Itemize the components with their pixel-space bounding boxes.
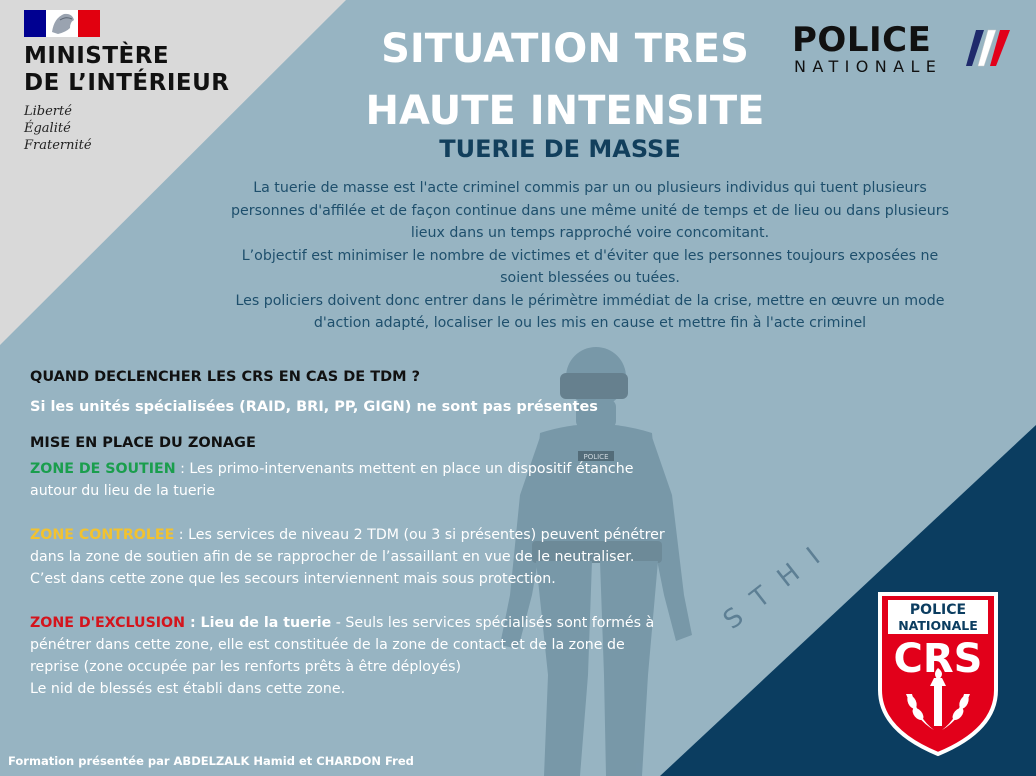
marianne-flag-icon: [24, 10, 100, 37]
motto: Liberté Égalité Fraternité: [24, 103, 230, 154]
nationale-word: NATIONALE: [794, 57, 943, 76]
zone-controlee-text: Les services de niveau 2 TDM (ou 3 si pr…: [30, 527, 665, 587]
zone-exclusion-text: - Seuls les services spécialisés sont fo…: [30, 615, 655, 675]
zone-soutien-sep: :: [175, 461, 190, 477]
motto-egalite: Égalité: [24, 121, 71, 136]
crs-police-text: POLICE: [910, 602, 966, 618]
silhouette-badge-text: POLICE: [583, 453, 608, 461]
question-title: QUAND DECLENCHER LES CRS EN CAS DE TDM ?: [30, 369, 421, 385]
zone-controlee: ZONE CONTROLEE : Les services de niveau …: [30, 524, 670, 590]
page-subtitle: TUERIE DE MASSE: [439, 135, 681, 163]
crs-shield-icon: POLICE NATIONALE CRS: [878, 592, 998, 757]
question-answer: Si les unités spécialisées (RAID, BRI, P…: [30, 399, 598, 415]
ministere-logo: MINISTÈRE DE L’INTÉRIEUR Liberté Égalité…: [24, 10, 230, 154]
ministere-line2: DE L’INTÉRIEUR: [24, 70, 230, 96]
main-content: QUAND DECLENCHER LES CRS EN CAS DE TDM ?…: [30, 362, 670, 700]
tricolor-stripes-icon: [966, 29, 1010, 67]
intro-line: lieux dans un temps rapproché voire conc…: [410, 225, 770, 241]
intro-line: soient blessées ou tuées.: [500, 270, 680, 286]
motto-fraternite: Fraternité: [24, 138, 92, 153]
title-line1: SITUATION TRES: [381, 26, 749, 72]
intro-line: Les policiers doivent donc entrer dans l…: [235, 292, 945, 309]
police-nationale-logo: POLICE NATIONALE: [792, 22, 1022, 78]
intro-line: L’objectif est minimiser le nombre de vi…: [241, 247, 939, 264]
zone-exclusion-text2: Le nid de blessés est établi dans cette …: [30, 681, 346, 697]
intro-text: La tuerie de masse est l'acte criminel c…: [180, 177, 1000, 335]
crs-nationale-text: NATIONALE: [898, 618, 978, 633]
officer-silhouette-icon: POLICE: [500, 347, 692, 776]
zone-exclusion-bold: : Lieu de la tuerie: [185, 615, 332, 631]
footer-credit: Formation présentée par ABDELZALK Hamid …: [8, 754, 414, 768]
zone-exclusion-label: ZONE D'EXCLUSION: [30, 615, 185, 631]
zonage-title: MISE EN PLACE DU ZONAGE: [30, 435, 256, 451]
zone-soutien-label: ZONE DE SOUTIEN: [30, 461, 176, 477]
ministere-line1: MINISTÈRE: [24, 43, 170, 69]
title-line2: HAUTE INTENSITE: [365, 88, 765, 134]
intro-line: d'action adapté, localiser le ou les mis…: [313, 315, 867, 331]
zone-exclusion: ZONE D'EXCLUSION : Lieu de la tuerie - S…: [30, 612, 670, 700]
motto-liberte: Liberté: [24, 104, 72, 119]
police-word: POLICE: [792, 20, 932, 60]
intro-line: personnes d'affilée et de façon continue…: [231, 202, 949, 219]
page-title: SITUATION TRES HAUTE INTENSITE: [330, 18, 800, 142]
zone-soutien: ZONE DE SOUTIEN : Les primo-intervenants…: [30, 458, 670, 502]
zone-controlee-label: ZONE CONTROLEE: [30, 527, 175, 543]
intro-line: La tuerie de masse est l'acte criminel c…: [253, 180, 927, 196]
zone-soutien-text: Les primo-intervenants mettent en place …: [30, 461, 634, 499]
zone-controlee-sep: :: [174, 527, 189, 543]
